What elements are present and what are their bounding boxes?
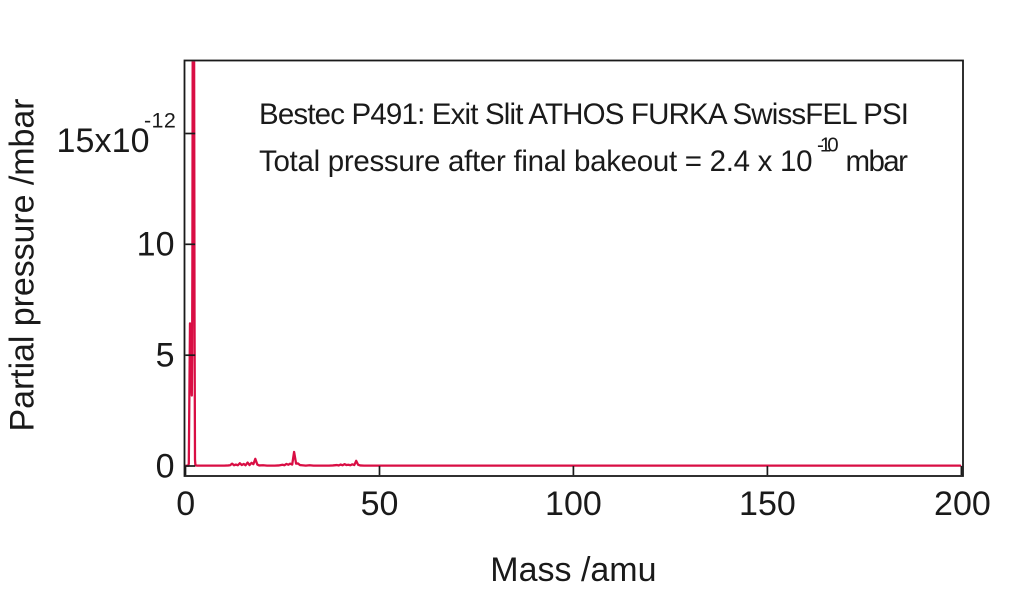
svg-text:0: 0 (176, 485, 195, 523)
svg-text:15x10: 15x10 (57, 122, 150, 160)
svg-text:10: 10 (137, 226, 175, 264)
svg-text:100: 100 (545, 485, 602, 523)
svg-text:-12: -12 (144, 109, 176, 133)
svg-text:Mass /amu: Mass /amu (490, 551, 656, 589)
svg-text:mbar: mbar (846, 145, 909, 178)
svg-text:Bestec P491: Exit Slit ATHOS F: Bestec P491: Exit Slit ATHOS FURKA Swiss… (259, 98, 909, 131)
svg-text:Total pressure after final bak: Total pressure after final bakeout = 2.4… (259, 145, 813, 178)
svg-text:150: 150 (739, 485, 796, 523)
svg-text:Partial pressure /mbar: Partial pressure /mbar (4, 99, 42, 432)
svg-text:50: 50 (361, 485, 399, 523)
svg-text:200: 200 (934, 485, 991, 523)
svg-text:0: 0 (156, 447, 175, 485)
svg-text:5: 5 (156, 337, 175, 375)
